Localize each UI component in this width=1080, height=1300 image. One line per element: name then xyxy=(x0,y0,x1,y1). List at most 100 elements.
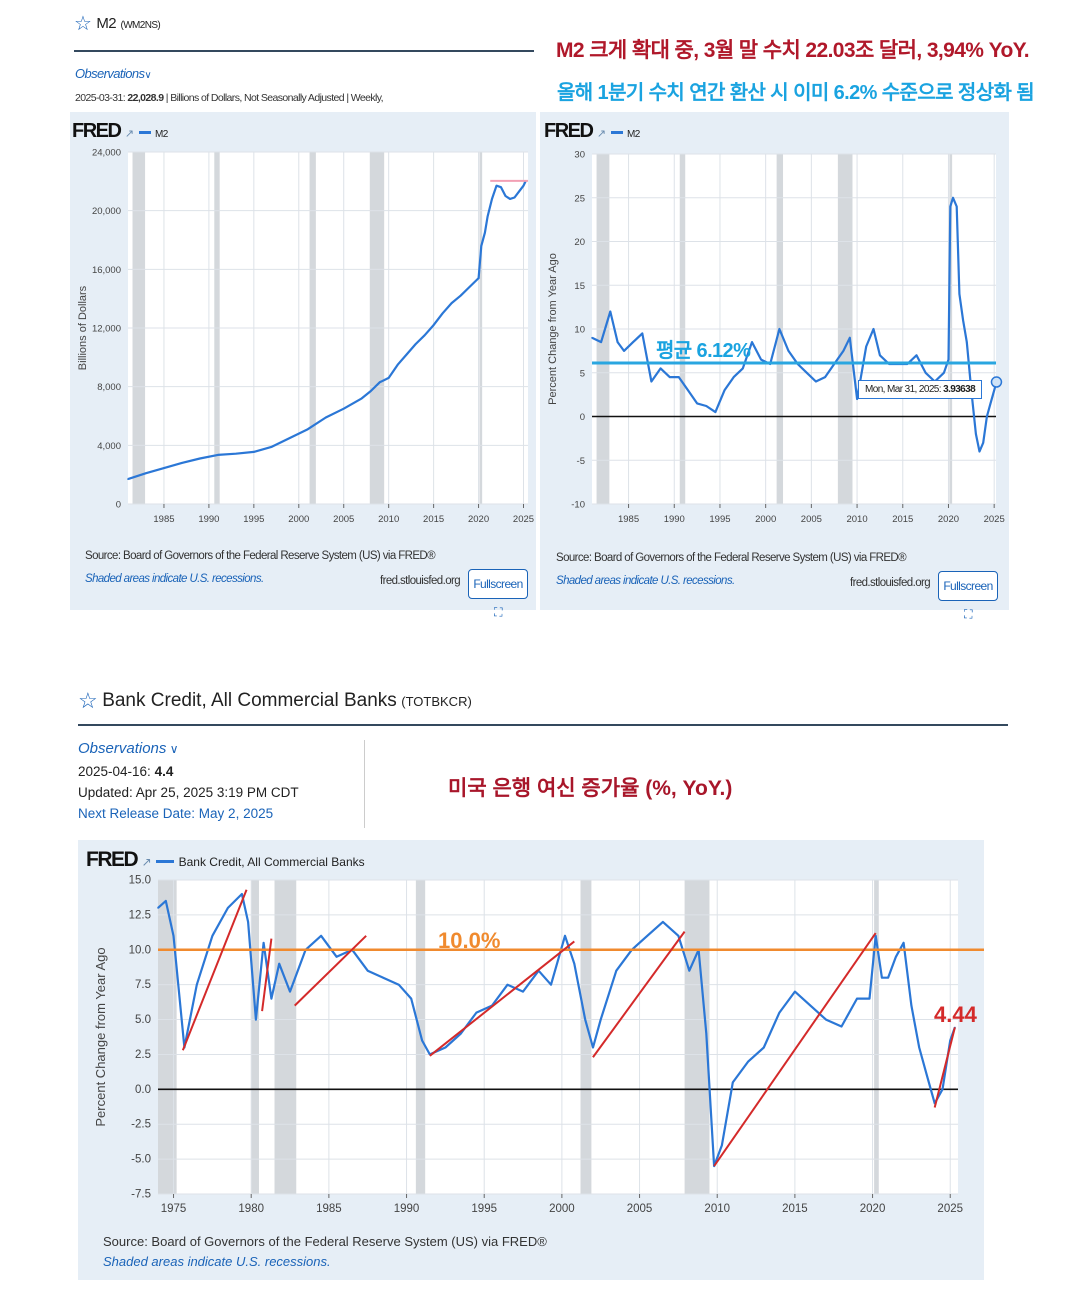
data-point xyxy=(989,402,992,405)
data-point xyxy=(747,1060,750,1063)
y-tick-label: 30 xyxy=(574,150,585,161)
data-point xyxy=(387,377,390,379)
y-tick-label: 20 xyxy=(574,237,585,248)
x-tick-label: 2005 xyxy=(333,514,354,525)
data-point xyxy=(615,969,618,972)
m2-yoy-fullscreen-button[interactable]: Fullscreen ⛶ xyxy=(938,571,998,621)
bank-obs-value: 4.4 xyxy=(154,764,174,779)
bank-observations-toggle[interactable]: Observations ∨ xyxy=(78,740,179,757)
y-tick-label: 0 xyxy=(116,500,121,511)
data-point xyxy=(915,354,918,357)
data-point xyxy=(705,405,708,407)
data-point xyxy=(459,294,462,297)
x-tick-label: 2005 xyxy=(801,514,822,525)
data-point xyxy=(163,467,165,469)
data-point xyxy=(405,353,408,356)
data-point xyxy=(856,997,858,1000)
x-tick-label: 2010 xyxy=(704,1203,730,1215)
data-point xyxy=(500,186,502,188)
m2-yoy-recession-note[interactable]: Shaded areas indicate U.S. recessions. xyxy=(556,575,735,587)
bank-next-release[interactable]: Next Release Date: May 2, 2025 xyxy=(78,806,274,821)
bank-chart-header: FRED ↗ Bank Credit, All Commercial Banks xyxy=(86,848,365,872)
y-tick-label: 0.0 xyxy=(135,1084,151,1096)
x-tick-label: 1990 xyxy=(394,1203,420,1215)
data-point xyxy=(518,190,520,193)
m2-observations-toggle[interactable]: Observations∨ xyxy=(75,66,152,81)
data-point xyxy=(421,1039,423,1042)
x-tick-label: 2015 xyxy=(892,514,913,525)
m2-yoy-site[interactable]: fred.stlouisfed.org xyxy=(850,577,931,589)
data-point xyxy=(993,389,995,392)
recession-band xyxy=(684,880,710,1194)
m2-level-site[interactable]: fred.stlouisfed.org xyxy=(380,575,461,587)
recession-band xyxy=(251,880,259,1194)
data-point xyxy=(289,990,291,993)
y-tick-label: 24,000 xyxy=(92,148,121,159)
data-point xyxy=(815,380,817,383)
data-point xyxy=(731,1081,734,1084)
fullscreen-label: Fullscreen xyxy=(943,579,993,593)
data-point xyxy=(414,343,417,345)
chart-tooltip: Mon, Mar 31, 2025: 3.93638 xyxy=(858,380,983,399)
data-point xyxy=(320,935,322,937)
trend-line xyxy=(713,932,877,1167)
x-tick-label: 2000 xyxy=(288,514,309,525)
data-point xyxy=(650,380,653,383)
data-point xyxy=(687,389,689,392)
bank-observation-line: 2025-04-16: 4.4 xyxy=(78,764,173,779)
data-point xyxy=(253,451,255,453)
data-point xyxy=(982,441,985,444)
bank-recession-note[interactable]: Shaded areas indicate U.S. recessions. xyxy=(103,1254,331,1269)
data-point xyxy=(763,1046,765,1049)
bank-updated: Updated: Apr 25, 2025 3:19 PM CDT xyxy=(78,785,299,800)
data-point xyxy=(842,350,845,352)
m2-level-recession-note[interactable]: Shaded areas indicate U.S. recessions. xyxy=(85,573,264,585)
trend-line xyxy=(592,931,686,1058)
fred-logo: FRED xyxy=(86,848,139,871)
data-point xyxy=(975,433,977,435)
data-point xyxy=(199,457,201,460)
m2-obs-value: 22,028.9 xyxy=(127,92,164,104)
data-point xyxy=(874,935,877,937)
data-point xyxy=(986,415,988,418)
data-point xyxy=(760,358,762,361)
data-point xyxy=(778,1011,781,1014)
data-point xyxy=(721,1144,723,1146)
fred-graph-icon: ↗ xyxy=(141,855,152,869)
data-point xyxy=(227,907,229,909)
tooltip-date: Mon, Mar 31, 2025: xyxy=(865,384,942,395)
data-point xyxy=(742,367,744,370)
bank-title-row: ☆ Bank Credit, All Commercial Banks (TOT… xyxy=(78,690,472,713)
y-tick-label: 15.0 xyxy=(129,875,151,887)
data-point xyxy=(271,446,273,448)
data-point xyxy=(306,428,309,431)
tooltip-marker xyxy=(990,376,1003,388)
data-point xyxy=(662,921,664,923)
data-point xyxy=(164,900,167,902)
bank-info-divider xyxy=(364,740,365,828)
y-axis-label: Percent Change from Year Ago xyxy=(93,947,108,1126)
data-point xyxy=(865,345,868,348)
y-axis-label: Percent Change from Year Ago xyxy=(547,253,559,405)
m2-level-chart: 0 4,000 8,000 12,000 16,000 20,000 24,000 1985 1… xyxy=(77,148,534,526)
annotation-line-1: M2 크게 확대 중, 3월 말 수치 22.03조 달러, 3,94% YoY… xyxy=(556,39,1030,62)
data-point xyxy=(360,397,363,400)
data-point xyxy=(688,969,691,972)
favorite-star-icon[interactable]: ☆ xyxy=(78,688,98,713)
m2-level-fullscreen-button[interactable]: Fullscreen ⛶ xyxy=(468,569,528,619)
y-tick-label: 12.5 xyxy=(129,909,151,921)
data-point xyxy=(952,196,954,199)
x-tick-label: 2025 xyxy=(984,514,1005,525)
bank-title: Bank Credit, All Commercial Banks xyxy=(102,690,397,711)
data-point xyxy=(484,231,486,234)
legend-label: Bank Credit, All Commercial Banks xyxy=(178,855,365,869)
data-point xyxy=(262,942,265,944)
legend-label: M2 xyxy=(627,129,640,140)
data-point xyxy=(369,390,372,392)
favorite-star-icon[interactable]: ☆ xyxy=(74,13,92,35)
data-point xyxy=(856,398,858,400)
bank-chart: -7.5 -5.0 -2.5 0.0 2.5 5.0 7.5 10.0 12.5 15.0 1975… xyxy=(93,875,984,1215)
data-point xyxy=(600,341,602,343)
data-point xyxy=(955,205,958,208)
y-tick-label: 2.5 xyxy=(135,1049,151,1061)
